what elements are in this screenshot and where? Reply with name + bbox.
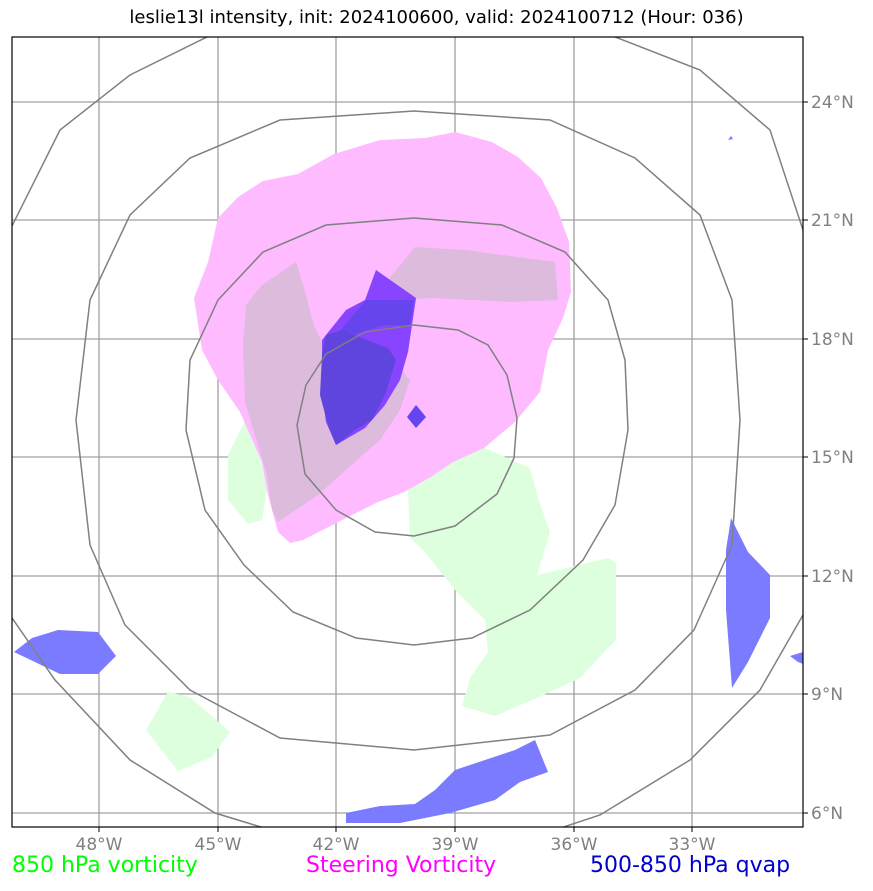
qvap-region-south [346,740,548,823]
range-ring-inner [296,324,518,537]
legend-850-vorticity: 850 hPa vorticity [12,853,198,878]
vorticity-850-regions [146,415,616,771]
axis-ticks [98,101,808,832]
vorticity-850-region-southwest [146,692,230,771]
qvap-core-inner [330,300,414,343]
qvap-region-west [14,630,116,674]
qvap-small-diamond [407,405,426,428]
range-ring-2 [185,217,629,646]
lat-label-21: 21°N [811,211,854,231]
range-ring-3 [75,110,741,751]
steering-overlap-band [380,247,558,302]
map-frame [11,36,804,828]
map-title: leslie13l intensity, init: 2024100600, v… [129,7,744,28]
lon-label-39: 39°W [432,835,479,855]
legend-qvap: 500-850 hPa qvap [590,853,791,878]
qvap-regions [14,136,803,823]
lat-label-18: 18°N [811,330,854,350]
range-ring-outer [12,37,803,827]
lat-label-15: 15°N [811,448,854,468]
lon-label-48: 48°W [76,835,123,855]
range-rings [12,37,803,827]
lat-label-12: 12°N [811,567,854,587]
qvap-region-east [726,518,770,688]
lat-label-6: 6°N [811,804,843,824]
qvap-region-far-east [790,652,803,664]
legend-steering-vorticity: Steering Vorticity [306,853,497,878]
lon-label-33: 33°W [669,835,716,855]
lon-label-42: 42°W [313,835,360,855]
qvap-region-tiny-ne [728,136,733,140]
lon-label-36: 36°W [551,835,598,855]
lat-label-24: 24°N [811,93,854,113]
lat-label-9: 9°N [811,685,843,705]
lon-label-45: 45°W [195,835,242,855]
vorticity-850-region-central [408,432,616,716]
qvap-core-dark [320,330,396,445]
